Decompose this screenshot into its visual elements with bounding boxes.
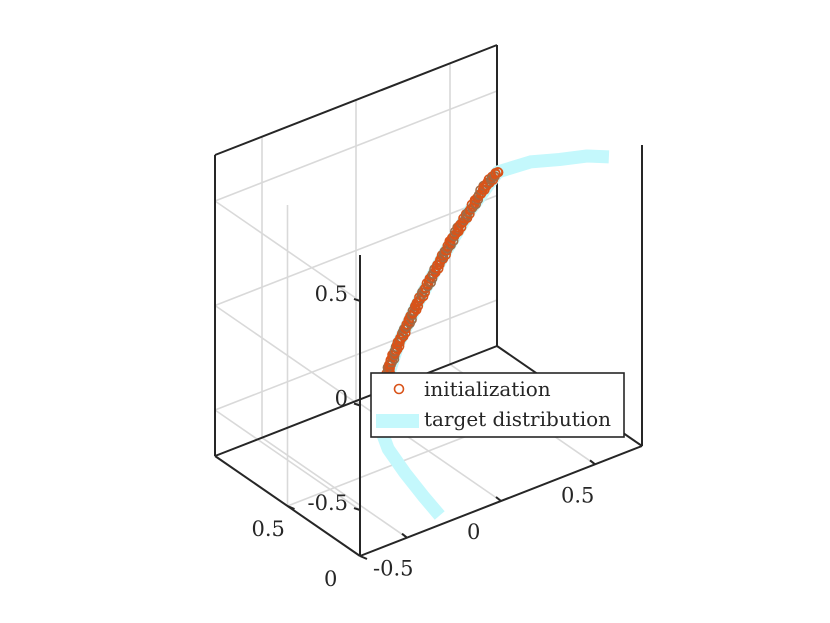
z-tick-label: 0.5: [315, 282, 348, 306]
x-tick-mark: [401, 532, 408, 539]
x-tick-mark: [589, 459, 596, 466]
z-tick-label: 0: [335, 387, 348, 411]
gridline-z-sidewall: [214, 304, 361, 407]
legend-label-target-distribution: target distribution: [424, 407, 611, 431]
x-tick-mark: [495, 496, 502, 502]
gridline-z-backwall: [214, 90, 498, 202]
axes-box: [214, 44, 643, 557]
series-layer: [373, 149, 610, 520]
y-tick-mark: [359, 555, 368, 560]
z-tick-mark: [353, 402, 361, 407]
gridline-z-sidewall: [214, 409, 361, 511]
legend: initialization target distribution: [370, 372, 625, 438]
tick-labels: -0.5 0 0.5 0 0.5 -0.5 0 0.5: [252, 282, 596, 591]
legend-swatch-target-distribution: [376, 414, 419, 428]
x-tick-label: 0.5: [561, 483, 594, 507]
gridline-z-sidewall: [214, 200, 361, 302]
z-tick-mark: [353, 298, 361, 302]
y-tick-label: 0: [324, 567, 337, 591]
gridline-z-backwall: [214, 194, 498, 307]
initialization-point: [492, 167, 503, 178]
z-tick-mark: [353, 507, 361, 511]
legend-marker-initialization: [393, 383, 405, 395]
box-edge: [214, 345, 498, 457]
grid-lines: [214, 63, 643, 557]
y-tick-label: 0.5: [252, 517, 285, 541]
gridline-z-backwall: [214, 299, 498, 411]
legend-label-initialization: initialization: [424, 377, 551, 401]
x-tick-label: -0.5: [373, 557, 414, 581]
x-tick-label: 0: [467, 520, 480, 544]
target-distribution-band: [373, 149, 610, 520]
box-edge: [214, 44, 498, 156]
z-tick-label: -0.5: [308, 491, 349, 515]
y-tick-mark: [287, 505, 295, 510]
